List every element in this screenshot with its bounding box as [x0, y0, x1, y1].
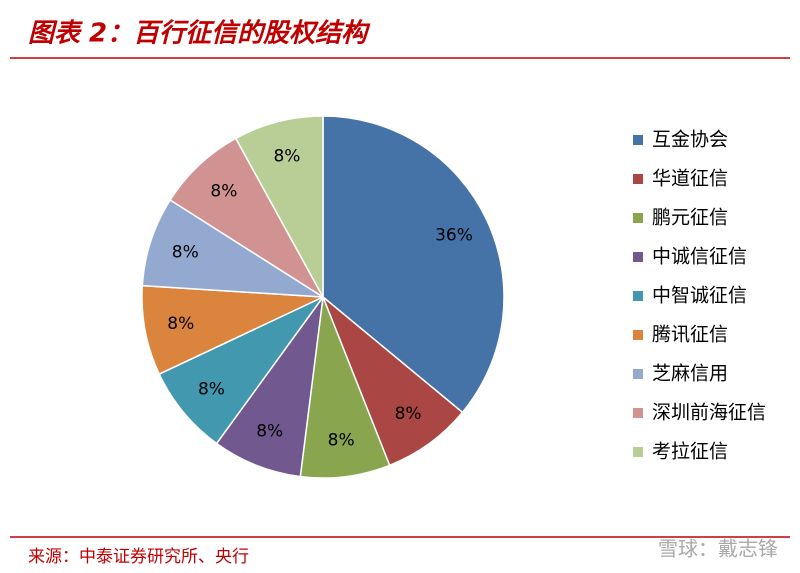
legend-swatch: [633, 291, 643, 301]
legend-swatch: [633, 174, 643, 184]
legend-label: 中智诚征信: [652, 285, 747, 307]
pie-slice: [158, 296, 324, 445]
legend-swatch: [633, 252, 643, 262]
legend-swatch: [633, 447, 643, 457]
pie-slice: [322, 115, 505, 414]
source-note: 来源：中泰证券研究所、央行: [28, 547, 249, 567]
pie-slice: [234, 115, 324, 298]
watermark: 雪球：戴志锋: [658, 537, 778, 561]
slice-label: 8%: [167, 314, 194, 334]
slice-label: 8%: [273, 147, 300, 167]
pie-slice: [322, 296, 464, 467]
legend-swatch: [633, 408, 643, 418]
pie-slice: [141, 198, 324, 298]
legend-swatch: [633, 135, 643, 145]
legend-label: 互金协会: [652, 129, 728, 151]
legend-label: 中诚信征信: [652, 246, 747, 268]
legend-label: 华道征信: [652, 168, 728, 190]
legend-label: 鹏元征信: [652, 207, 728, 229]
slice-label: 8%: [198, 379, 225, 399]
legend-swatch: [633, 369, 643, 379]
legend-label: 考拉征信: [652, 441, 728, 463]
legend-label: 芝麻信用: [652, 363, 728, 385]
legend-label: 腾讯征信: [652, 324, 728, 346]
legend-swatch: [633, 330, 643, 340]
pie-slice: [215, 296, 324, 478]
chart-title: 图表 2：百行征信的股权结构: [28, 19, 371, 49]
slice-label: 36%: [435, 225, 473, 245]
legend-swatch: [633, 213, 643, 223]
pie-slice: [169, 137, 324, 298]
slice-label: 8%: [210, 181, 237, 201]
legend-label: 深圳前海征信: [652, 402, 766, 424]
slice-label: 8%: [256, 422, 283, 442]
pie-slice: [141, 284, 324, 376]
pie-slice: [299, 296, 391, 479]
slice-label: 8%: [395, 404, 422, 424]
slice-label: 8%: [172, 242, 199, 262]
slice-label: 8%: [328, 431, 355, 451]
